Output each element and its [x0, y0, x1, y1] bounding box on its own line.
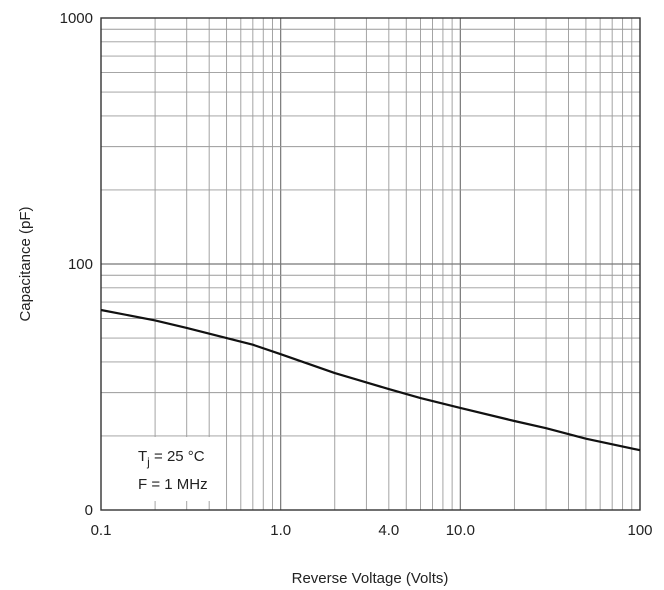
annotation-background: [134, 437, 220, 501]
x-axis-label: Reverse Voltage (Volts): [292, 570, 449, 587]
frequency-annotation: F = 1 MHz: [138, 476, 208, 493]
grid: [101, 18, 640, 510]
y-tick-labels: 0 100 1000: [60, 10, 93, 519]
annotation-subscript-j: j: [146, 455, 150, 469]
x-tick-label: 10.0: [446, 522, 475, 539]
y-tick-label: 0: [85, 502, 93, 519]
y-tick-label: 100: [68, 256, 93, 273]
plot-frame: [100, 17, 641, 511]
capacitance-curve: [100, 308, 641, 452]
y-tick-label: 1000: [60, 10, 93, 27]
x-tick-label: 4.0: [378, 522, 399, 539]
series-group: [100, 308, 641, 452]
x-tick-label: 100: [627, 522, 652, 539]
x-tick-label: 1.0: [270, 522, 291, 539]
annotation-temperature-value: = 25 °C: [150, 448, 205, 465]
temperature-annotation: Tj = 25 °C: [138, 448, 205, 469]
annotation-t: T: [138, 448, 147, 465]
x-tick-label: 0.1: [91, 522, 112, 539]
x-tick-labels: 0.1 1.0 4.0 10.0 100: [91, 522, 653, 539]
y-axis-label: Capacitance (pF): [17, 206, 34, 321]
